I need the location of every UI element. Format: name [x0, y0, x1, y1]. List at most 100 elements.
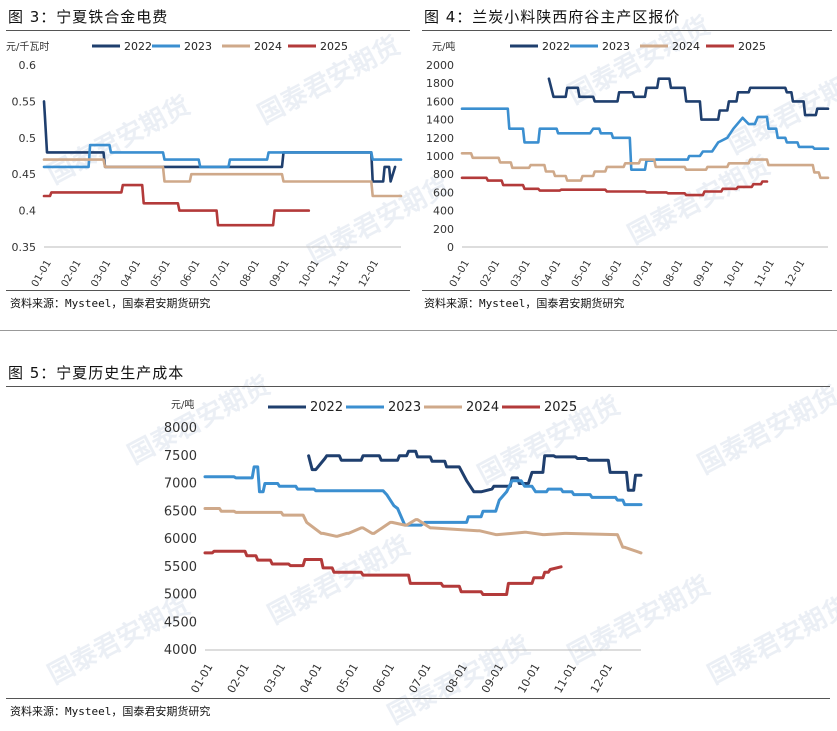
x-tick-label: 01-01: [448, 258, 472, 289]
y-tick-label: 7500: [164, 449, 197, 464]
y-tick-label: 800: [433, 168, 454, 181]
chart-semi-coke-price: 元/吨 2022 2023 2024 2025 0 200 400 600 800 1000 1200…: [426, 40, 830, 289]
legend-label-2024: 2024: [254, 40, 282, 53]
legend-label-2025: 2025: [320, 40, 348, 53]
figure-5-bottom-rule: [6, 698, 830, 699]
series-line-2024: [460, 152, 830, 182]
figure-4-top-rule: [422, 30, 832, 31]
x-tick-label: 03-01: [89, 258, 113, 289]
figure-5-top-rule: [6, 386, 830, 387]
x-tick-label: 04-01: [119, 258, 143, 289]
y-tick-label: 200: [433, 223, 454, 236]
x-tick-label: 01-01: [30, 258, 54, 289]
series-line-2022: [42, 100, 397, 183]
legend-label-2025: 2025: [544, 400, 577, 415]
legend-label-2022: 2022: [310, 400, 343, 415]
y-tick-label: 4500: [164, 615, 197, 630]
x-tick-label: 05-01: [570, 258, 594, 289]
figure-3-title: 图 3：宁夏铁合金电费: [8, 8, 169, 26]
x-tick-label: 11-01: [552, 661, 579, 695]
series-line-2025: [460, 176, 769, 197]
y-tick-label: 6000: [164, 532, 197, 547]
x-tick-label: 08-01: [238, 258, 262, 289]
figure-3-source: 资料来源：Mysteel，国泰君安期货研究: [10, 297, 211, 310]
x-tick-label: 08-01: [443, 661, 470, 695]
series-line-2023: [42, 143, 403, 169]
y-tick-label: 5000: [164, 588, 197, 603]
series-line-2022: [307, 449, 643, 494]
legend-label-2022: 2022: [542, 40, 570, 53]
y-tick-label: 600: [433, 186, 454, 199]
x-tick-label: 07-01: [208, 258, 232, 289]
x-tick-label: 07-01: [631, 258, 655, 289]
x-tick-label: 12-01: [588, 661, 615, 695]
chart-electricity-fee: 元/千瓦时 2022 2023 2024 2025 0.35 0.4 0.45 0.5 0.55 0…: [6, 40, 403, 289]
figure-4-source: 资料来源：Mysteel，国泰君安期货研究: [424, 297, 625, 310]
legend-label-2025: 2025: [738, 40, 766, 53]
x-tick-label: 03-01: [509, 258, 533, 289]
series-line-2025: [203, 549, 563, 596]
series-line-2023: [460, 107, 830, 171]
x-tick-label: 09-01: [479, 661, 506, 695]
section-divider: [0, 330, 837, 331]
x-tick-label: 06-01: [600, 258, 624, 289]
figure-5-source: 资料来源：Mysteel，国泰君安期货研究: [10, 705, 211, 718]
y-tick-label: 400: [433, 205, 454, 218]
y-tick-label: 0: [447, 241, 454, 254]
series-line-2024: [42, 158, 403, 198]
x-tick-label: 04-01: [297, 661, 324, 695]
y-tick-label: 7000: [164, 477, 197, 492]
y-tick-label: 4000: [164, 643, 197, 658]
series-line-2022: [547, 77, 830, 121]
figure-3-bottom-rule: [6, 290, 410, 291]
x-tick-label: 02-01: [60, 258, 84, 289]
y-tick-label: 0.55: [12, 95, 37, 108]
series-line-2023: [203, 465, 643, 527]
x-tick-label: 11-01: [753, 258, 777, 289]
x-tick-label: 06-01: [370, 661, 397, 695]
y-tick-label: 1200: [426, 132, 454, 145]
series-line-2024: [203, 507, 643, 555]
x-tick-label: 10-01: [298, 258, 322, 289]
figure-4-title: 图 4：兰炭小料陕西府谷主产区报价: [424, 8, 681, 26]
x-tick-label: 05-01: [149, 258, 173, 289]
legend-label-2024: 2024: [466, 400, 499, 415]
legend-label-2023: 2023: [602, 40, 630, 53]
x-tick-label: 10-01: [722, 258, 746, 289]
y-tick-label: 0.5: [19, 132, 37, 145]
figure-4-bottom-rule: [422, 290, 832, 291]
y-axis-unit-label: 元/千瓦时: [6, 41, 49, 53]
x-tick-label: 09-01: [268, 258, 292, 289]
x-tick-label: 05-01: [334, 661, 361, 695]
y-tick-label: 0.4: [19, 205, 37, 218]
y-tick-label: 1600: [426, 95, 454, 108]
x-tick-label: 02-01: [225, 661, 252, 695]
y-axis-unit-label: 元/吨: [171, 398, 194, 411]
y-tick-label: 5500: [164, 560, 197, 575]
x-tick-label: 07-01: [406, 661, 433, 695]
figure-5-title: 图 5：宁夏历史生产成本: [8, 364, 185, 382]
y-tick-label: 1800: [426, 77, 454, 90]
y-axis-unit-label: 元/吨: [432, 40, 455, 53]
legend-label-2022: 2022: [124, 40, 152, 53]
y-tick-label: 2000: [426, 59, 454, 72]
series-line-2025: [42, 183, 311, 227]
y-tick-label: 1400: [426, 114, 454, 127]
legend-label-2023: 2023: [388, 400, 421, 415]
x-tick-label: 01-01: [188, 661, 215, 695]
x-tick-label: 02-01: [478, 258, 502, 289]
x-tick-label: 09-01: [692, 258, 716, 289]
y-tick-label: 1000: [426, 150, 454, 163]
x-tick-label: 04-01: [539, 258, 563, 289]
x-tick-label: 11-01: [327, 258, 351, 289]
x-tick-label: 12-01: [357, 258, 381, 289]
y-tick-label: 8000: [164, 421, 197, 436]
y-tick-label: 6500: [164, 504, 197, 519]
x-tick-label: 12-01: [783, 258, 807, 289]
y-tick-label: 0.35: [12, 241, 37, 254]
legend-label-2023: 2023: [184, 40, 212, 53]
y-tick-label: 0.6: [19, 59, 37, 72]
legend-label-2024: 2024: [672, 40, 700, 53]
x-tick-label: 06-01: [179, 258, 203, 289]
x-tick-label: 08-01: [661, 258, 685, 289]
